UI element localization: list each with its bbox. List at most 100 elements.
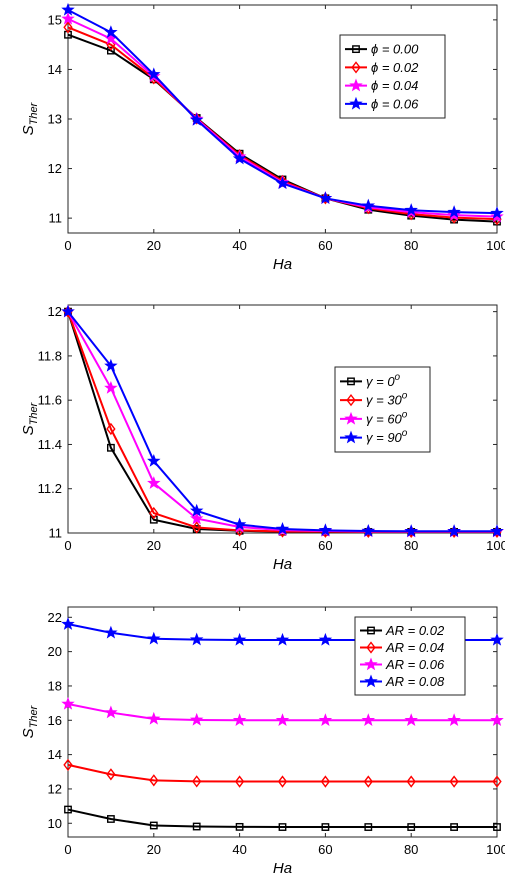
legend-label: γ = 30o xyxy=(366,391,408,408)
data-point xyxy=(104,358,118,372)
data-point xyxy=(147,711,161,725)
data-point xyxy=(490,524,504,537)
data-point xyxy=(407,823,416,831)
data-point xyxy=(147,476,161,489)
y-axis-label-main: S xyxy=(20,425,37,435)
data-point xyxy=(189,712,204,726)
data-point xyxy=(492,775,502,788)
data-point xyxy=(106,768,116,781)
data-point xyxy=(235,822,244,831)
data-point xyxy=(106,46,115,55)
legend: AR = 0.02 AR = 0.04 AR = 0.06 AR = 0.08 xyxy=(354,616,466,696)
legend-marker xyxy=(366,641,376,654)
data-point xyxy=(192,521,202,534)
x-tick-label: 60 xyxy=(318,842,332,857)
data-point xyxy=(192,822,201,831)
y-tick-label: 14 xyxy=(48,747,62,762)
y-tick-label: 12 xyxy=(48,161,62,176)
y-axis-label: STher xyxy=(20,401,40,435)
data-point xyxy=(63,21,73,34)
x-tick-label: 40 xyxy=(232,842,246,857)
x-tick-label: 100 xyxy=(486,538,505,553)
plot-frame xyxy=(67,304,498,534)
legend-entry: ϕ = 0.00 xyxy=(345,42,419,57)
y-axis-label-sub: Ther xyxy=(28,401,40,425)
data-point xyxy=(189,112,204,126)
data-point xyxy=(106,815,115,823)
legend: ϕ = 0.00 ϕ = 0.02 ϕ = 0.04 ϕ = 0.06 xyxy=(339,34,446,119)
data-point xyxy=(61,617,75,630)
y-axis-label-sub: Ther xyxy=(28,704,40,728)
data-point xyxy=(361,198,376,212)
data-point xyxy=(149,506,159,520)
data-point xyxy=(275,176,290,190)
data-point xyxy=(149,515,158,524)
x-tick-label: 60 xyxy=(318,538,332,553)
legend-entry: ϕ = 0.06 xyxy=(345,96,419,111)
data-point xyxy=(277,775,288,788)
data-point xyxy=(189,511,204,525)
legend-label: AR = 0.06 xyxy=(385,657,445,672)
legend-marker xyxy=(349,96,363,110)
x-tick-label: 80 xyxy=(404,842,418,857)
legend-label: AR = 0.04 xyxy=(385,640,444,655)
legend-marker xyxy=(344,430,358,444)
data-point xyxy=(106,443,115,452)
legend-entry: ϕ = 0.04 xyxy=(345,78,418,93)
y-tick-label: 12 xyxy=(48,781,62,796)
legend-entry: AR = 0.06 xyxy=(360,657,445,672)
y-axis-label-main: S xyxy=(20,728,37,738)
x-tick-label: 60 xyxy=(318,238,332,253)
legend-entry: ϕ = 0.02 xyxy=(345,60,419,75)
y-tick-label: 10 xyxy=(48,816,62,831)
data-point xyxy=(234,775,245,788)
data-point xyxy=(404,713,418,726)
y-tick-label: 11.8 xyxy=(38,348,62,363)
data-point xyxy=(404,524,418,537)
data-point xyxy=(104,705,118,719)
data-point xyxy=(104,625,118,639)
x-tick-label: 20 xyxy=(147,842,161,857)
legend-label: AR = 0.02 xyxy=(385,623,445,638)
data-point xyxy=(318,632,333,646)
legend-marker xyxy=(367,626,375,635)
data-point xyxy=(449,775,459,788)
y-tick-label: 18 xyxy=(48,678,62,693)
legend-label: γ = 60o xyxy=(366,409,408,426)
legend-label: γ = 0o xyxy=(366,372,401,389)
data-point xyxy=(490,632,504,646)
data-point xyxy=(192,775,202,788)
data-point xyxy=(232,517,247,531)
y-tick-label: 20 xyxy=(48,644,62,659)
legend-entry: γ = 0o xyxy=(340,372,401,389)
x-tick-label: 20 xyxy=(147,238,161,253)
legend-label: AR = 0.08 xyxy=(385,674,445,689)
legend-entry: γ = 60o xyxy=(340,409,408,426)
data-point xyxy=(404,203,418,216)
x-tick-label: 0 xyxy=(64,238,71,253)
data-point xyxy=(318,713,333,726)
data-point xyxy=(189,503,204,517)
y-tick-label: 13 xyxy=(48,112,62,127)
series-4 xyxy=(61,2,504,219)
data-point xyxy=(147,67,161,81)
x-tick-label: 0 xyxy=(64,538,71,553)
series-line xyxy=(67,763,497,783)
x-tick-label: 0 xyxy=(64,842,71,857)
legend-marker xyxy=(351,61,361,74)
y-tick-label: 11.4 xyxy=(38,437,62,452)
data-point xyxy=(149,774,159,787)
data-point xyxy=(450,823,458,831)
data-point xyxy=(320,775,331,788)
x-axis-label: Ha xyxy=(273,860,292,877)
data-point xyxy=(64,805,72,814)
legend-label: ϕ = 0.00 xyxy=(371,42,419,57)
legend-entry: γ = 90o xyxy=(340,428,408,445)
data-point xyxy=(318,191,333,205)
series-4 xyxy=(61,304,504,537)
x-axis-label: Ha xyxy=(273,556,292,573)
data-point xyxy=(447,205,461,218)
